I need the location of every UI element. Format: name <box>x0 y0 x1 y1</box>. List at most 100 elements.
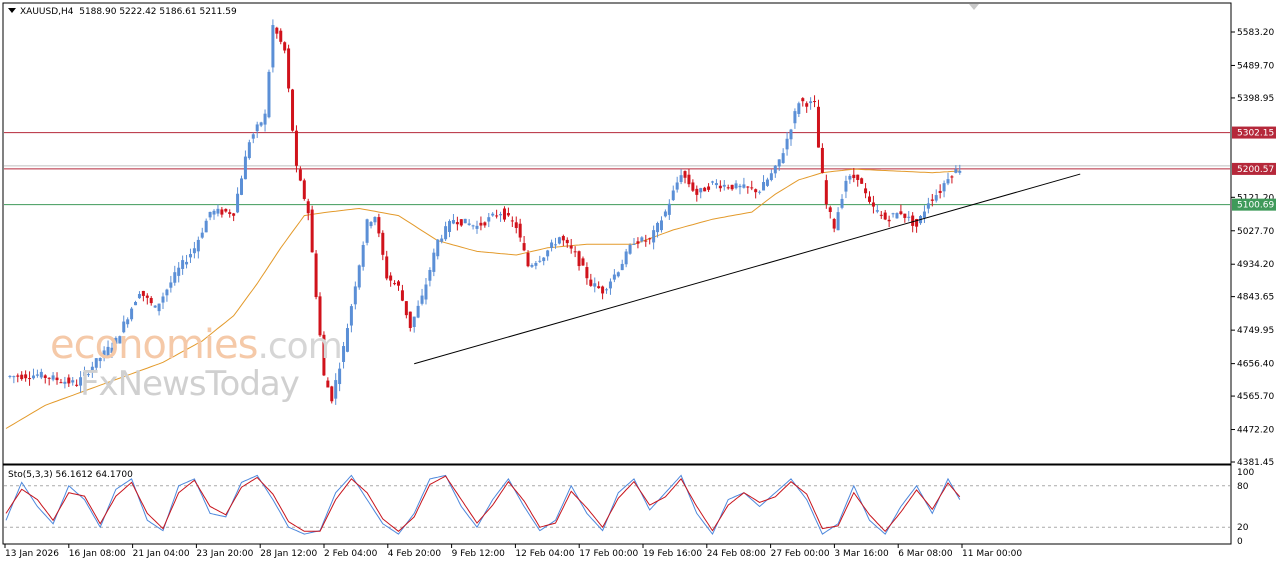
candle-body <box>267 71 271 118</box>
candle-body <box>632 243 636 245</box>
candle-body <box>79 377 83 386</box>
candle-body <box>887 219 891 222</box>
y-tick-label: 4565.70 <box>1237 392 1274 402</box>
candle-body <box>173 272 177 283</box>
candle-body <box>550 242 554 248</box>
candle-body <box>777 159 781 167</box>
candle-body <box>844 180 848 192</box>
candle-body <box>216 208 220 214</box>
candle-body <box>188 254 192 258</box>
candle-body <box>130 308 134 320</box>
candle-body <box>185 261 189 265</box>
trendline[interactable] <box>414 173 1081 365</box>
candle-body <box>318 296 322 336</box>
candle-body <box>573 251 577 253</box>
candlesticks <box>8 19 962 405</box>
candle-body <box>915 218 919 227</box>
candle-body <box>499 214 503 216</box>
candle-body <box>922 211 926 218</box>
candle-body <box>416 305 420 318</box>
candle-body <box>432 252 436 272</box>
candle-body <box>903 213 907 218</box>
moving-average <box>5 168 960 429</box>
candle-body <box>420 295 424 304</box>
candle-body <box>577 251 581 267</box>
candle-body <box>773 165 777 174</box>
scroll-marker-icon[interactable] <box>969 4 979 10</box>
candle-body <box>451 220 455 224</box>
candle-body <box>28 378 32 380</box>
candle-body <box>141 290 145 296</box>
candle-body <box>310 209 314 253</box>
dropdown-triangle-icon[interactable] <box>8 8 16 13</box>
y-tick-label: 4472.20 <box>1237 426 1274 436</box>
candle-body <box>240 178 243 195</box>
candle-body <box>228 212 232 215</box>
candle-body <box>232 213 236 216</box>
candle-body <box>71 380 75 383</box>
candle-body <box>907 216 911 218</box>
candle-body <box>801 98 805 102</box>
candle-body <box>683 171 687 178</box>
candle-body <box>836 212 840 231</box>
candle-body <box>879 214 883 216</box>
chart-header: XAUUSD,H4 5188.90 5222.42 5186.61 5211.5… <box>8 7 237 17</box>
candle-body <box>561 236 565 241</box>
candle-body <box>463 218 467 224</box>
candle-body <box>294 130 298 166</box>
candle-body <box>161 296 165 303</box>
candle-body <box>554 244 557 246</box>
trendline-segment[interactable] <box>414 173 1081 365</box>
candle-body <box>687 174 691 185</box>
watermark-part2: .com <box>257 326 342 367</box>
candle-body <box>94 358 98 368</box>
y-tick-label: 4749.95 <box>1237 326 1274 336</box>
candle-body <box>424 284 428 300</box>
candle-body <box>122 321 126 333</box>
candle-body <box>648 238 652 240</box>
candle-body <box>302 180 306 199</box>
candle-body <box>840 198 844 208</box>
x-tick-label: 23 Jan 20:00 <box>196 549 253 559</box>
candle-body <box>675 182 679 190</box>
x-tick-label: 3 Mar 16:00 <box>834 549 889 559</box>
candle-body <box>652 230 656 243</box>
candle-body <box>816 106 820 148</box>
x-tick-label: 17 Feb 00:00 <box>579 549 638 559</box>
candle-body <box>137 294 141 299</box>
candle-body <box>820 147 824 173</box>
candle-body <box>83 372 86 376</box>
candle-body <box>765 179 769 186</box>
candle-body <box>930 199 934 201</box>
candle-body <box>220 209 224 215</box>
candle-body <box>110 347 114 353</box>
candle-body <box>47 377 51 379</box>
candle-body <box>718 185 722 189</box>
candle-body <box>813 101 817 103</box>
candle-body <box>593 283 597 287</box>
candle-body <box>628 244 632 254</box>
candle-body <box>585 267 589 279</box>
candle-body <box>134 301 138 306</box>
candle-body <box>809 101 813 104</box>
x-tick-label: 4 Feb 20:00 <box>388 549 442 559</box>
candle-body <box>722 184 726 187</box>
candle-body <box>298 169 302 181</box>
candle-body <box>526 252 530 267</box>
candle-body <box>781 153 785 164</box>
candle-body <box>279 30 283 42</box>
stoch-axis-label: 20 <box>1237 523 1249 533</box>
candle-body <box>491 213 495 216</box>
candle-body <box>59 382 63 384</box>
candle-body <box>126 319 130 325</box>
candle-body <box>868 196 871 202</box>
candle-body <box>597 286 601 289</box>
candle-body <box>169 282 173 288</box>
candle-body <box>330 386 334 402</box>
candle-body <box>145 295 149 298</box>
candle-body <box>730 184 734 190</box>
candle-body <box>742 184 746 188</box>
x-tick-label: 12 Feb 04:00 <box>515 549 574 559</box>
candle-body <box>557 237 561 244</box>
